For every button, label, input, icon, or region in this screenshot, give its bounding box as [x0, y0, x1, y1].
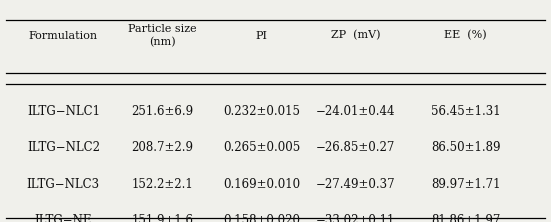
Text: 251.6±6.9: 251.6±6.9 — [132, 105, 193, 117]
Text: ILTG−NE: ILTG−NE — [35, 214, 92, 222]
Text: Particle size
(nm): Particle size (nm) — [128, 24, 197, 47]
Text: 152.2±2.1: 152.2±2.1 — [132, 178, 193, 191]
Text: 151.9±1.6: 151.9±1.6 — [132, 214, 193, 222]
Text: −27.49±0.37: −27.49±0.37 — [316, 178, 395, 191]
Text: 0.232±0.015: 0.232±0.015 — [223, 105, 300, 117]
Text: PI: PI — [256, 30, 268, 41]
Text: 89.97±1.71: 89.97±1.71 — [431, 178, 500, 191]
Text: 56.45±1.31: 56.45±1.31 — [431, 105, 500, 117]
Text: 81.86±1.97: 81.86±1.97 — [431, 214, 500, 222]
Text: 86.50±1.89: 86.50±1.89 — [431, 141, 500, 154]
Text: 0.169±0.010: 0.169±0.010 — [223, 178, 300, 191]
Text: ILTG−NLC1: ILTG−NLC1 — [27, 105, 100, 117]
Text: ILTG−NLC2: ILTG−NLC2 — [27, 141, 100, 154]
Text: 0.158±0.020: 0.158±0.020 — [223, 214, 300, 222]
Text: −26.85±0.27: −26.85±0.27 — [316, 141, 395, 154]
Text: 0.265±0.005: 0.265±0.005 — [223, 141, 300, 154]
Text: 208.7±2.9: 208.7±2.9 — [132, 141, 193, 154]
Text: Formulation: Formulation — [29, 30, 98, 41]
Text: −33.02±0.11: −33.02±0.11 — [316, 214, 395, 222]
Text: −24.01±0.44: −24.01±0.44 — [316, 105, 395, 117]
Text: EE  (%): EE (%) — [444, 30, 487, 41]
Text: ILTG−NLC3: ILTG−NLC3 — [27, 178, 100, 191]
Text: ZP  (mV): ZP (mV) — [331, 30, 380, 41]
